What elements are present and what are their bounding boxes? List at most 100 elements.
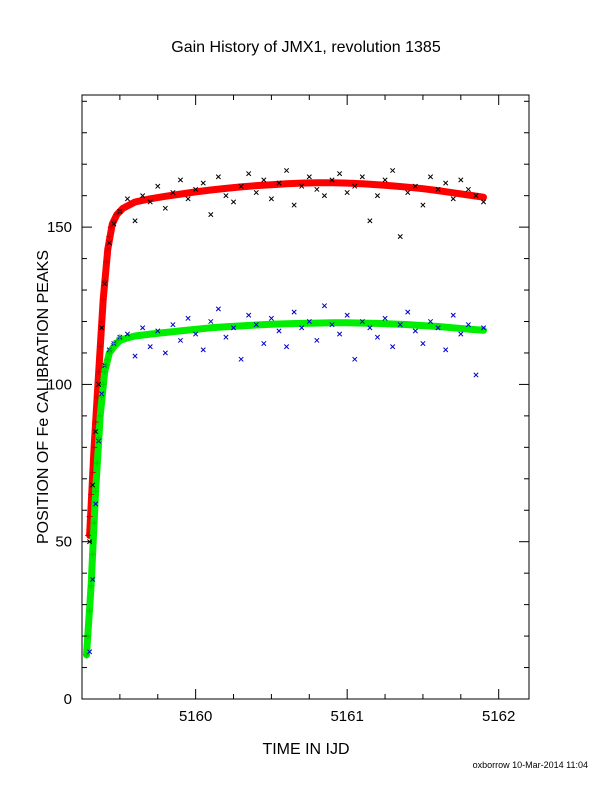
- data-point: [147, 199, 153, 205]
- data-point: [420, 340, 426, 347]
- data-point: [162, 350, 168, 356]
- data-point: [92, 419, 99, 426]
- data-point: [100, 296, 107, 303]
- data-point: [87, 649, 93, 655]
- data-point: [185, 196, 191, 202]
- data-point: [397, 322, 403, 328]
- data-point: [450, 196, 456, 202]
- data-point: [230, 325, 237, 331]
- data-point: [116, 208, 123, 215]
- data-point: [88, 491, 95, 498]
- data-point: [86, 607, 93, 614]
- data-point: [93, 501, 99, 507]
- data-point: [90, 482, 96, 488]
- fit-curve-5: [83, 319, 487, 659]
- data-point: [101, 277, 108, 284]
- data-point: [329, 322, 335, 328]
- data-point: [306, 174, 312, 180]
- data-point: [276, 328, 282, 334]
- data-point: [104, 356, 111, 363]
- data-point: [85, 532, 92, 539]
- data-point: [246, 171, 252, 177]
- data-point: [299, 183, 305, 189]
- y-axis-label: POSITION OF Fe CALIBRATION PEAKS: [35, 250, 52, 544]
- data-point: [107, 346, 114, 353]
- data-point: [177, 337, 184, 343]
- data-point: [208, 211, 214, 218]
- data-point: [382, 177, 388, 183]
- data-point: [215, 306, 221, 312]
- data-point: [113, 211, 120, 218]
- data-point: [306, 318, 312, 325]
- data-point: [147, 344, 153, 350]
- data-point: [100, 381, 107, 388]
- data-point: [124, 196, 131, 202]
- data-point: [223, 193, 229, 199]
- data-point: [106, 233, 113, 240]
- data-point: [253, 322, 259, 328]
- y-tick-label: 0: [64, 691, 72, 708]
- data-point: [321, 193, 327, 199]
- x-tick-label: 5162: [482, 708, 515, 725]
- data-point: [268, 315, 274, 321]
- data-point: [101, 368, 108, 375]
- data-point: [382, 315, 388, 321]
- data-point: [473, 372, 479, 378]
- data-point: [238, 183, 244, 189]
- data-point: [200, 347, 206, 353]
- data-point: [103, 362, 110, 369]
- data-point: [246, 312, 252, 318]
- data-point: [96, 438, 102, 444]
- data-point: [412, 183, 418, 189]
- data-point: [103, 258, 110, 265]
- footer-stamp: oxborrow 10-Mar-2014 11:04: [473, 760, 588, 770]
- data-point: [284, 344, 290, 350]
- x-axis-label: TIME IN IJD: [262, 741, 349, 758]
- y-tick-label: 150: [47, 219, 72, 236]
- x-tick-label: 5161: [330, 708, 363, 725]
- data-point: [200, 180, 206, 186]
- data-point: [111, 221, 117, 227]
- data-point: [238, 356, 244, 362]
- series-5: [83, 319, 487, 659]
- plot-area: [83, 167, 487, 659]
- data-point: [299, 325, 305, 331]
- data-point: [443, 347, 449, 353]
- data-point: [412, 328, 418, 334]
- data-point: [359, 318, 365, 325]
- data-point: [253, 189, 259, 196]
- data-point: [91, 444, 98, 451]
- data-point: [230, 199, 237, 205]
- data-point: [93, 429, 99, 435]
- data-point: [427, 174, 434, 180]
- data-point: [162, 205, 168, 211]
- data-point: [86, 513, 93, 520]
- data-point: [140, 193, 146, 199]
- data-point: [473, 193, 479, 199]
- chart-title: Gain History of JMX1, revolution 1385: [171, 39, 441, 56]
- data-point: [314, 186, 320, 192]
- data-point: [107, 224, 114, 231]
- data-point: [397, 234, 403, 240]
- series-0: [87, 167, 487, 545]
- data-point: [177, 177, 184, 183]
- data-point: [208, 318, 214, 325]
- data-point: [480, 325, 487, 331]
- data-point: [155, 183, 161, 189]
- data-point: [89, 469, 96, 476]
- data-point: [337, 171, 343, 177]
- data-point: [450, 312, 456, 318]
- data-point: [261, 177, 267, 183]
- data-point: [95, 368, 102, 375]
- data-point: [132, 353, 138, 359]
- data-point: [116, 334, 123, 341]
- data-point: [99, 391, 105, 397]
- fit-curve-4: [86, 179, 487, 539]
- data-point: [193, 331, 199, 337]
- y-tick-label: 50: [55, 534, 72, 551]
- data-point: [106, 240, 112, 246]
- data-point: [185, 315, 191, 321]
- data-point: [276, 180, 282, 186]
- data-point: [98, 394, 105, 400]
- data-point: [420, 202, 426, 208]
